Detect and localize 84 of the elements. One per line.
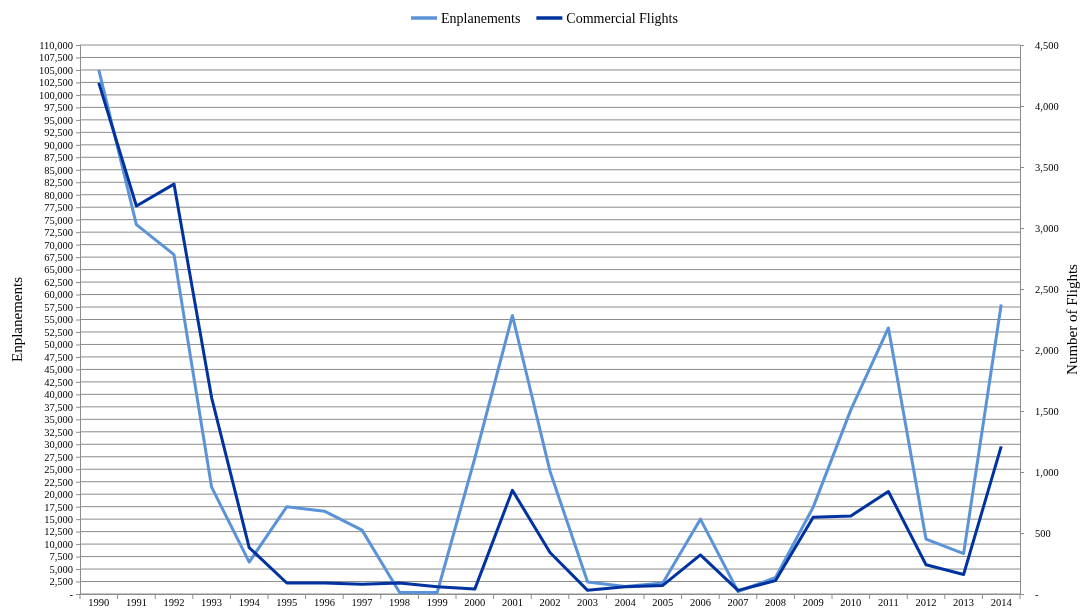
y2-tick-label: 2,000 xyxy=(1035,344,1059,356)
x-tick-label: 2002 xyxy=(539,597,561,609)
x-tick-label: 2011 xyxy=(878,597,899,609)
y2-tick-label: 2,500 xyxy=(1035,283,1059,295)
y-tick-label: 110,000 xyxy=(39,39,73,51)
y-tick-label: 10,000 xyxy=(44,538,73,550)
y-tick-label: 17,500 xyxy=(44,501,73,513)
y-tick-label: 50,000 xyxy=(44,339,73,351)
y-tick-label: 25,000 xyxy=(44,464,73,476)
y-tick-label: 60,000 xyxy=(44,289,73,301)
y-tick-label: 72,500 xyxy=(44,227,73,239)
y-tick-label: 82,500 xyxy=(44,177,73,189)
y2-tick-label: 500 xyxy=(1035,527,1051,539)
y-tick-label: 40,000 xyxy=(44,389,73,401)
y-tick-label: 92,500 xyxy=(44,127,73,139)
y-tick-label: 5,000 xyxy=(49,563,73,575)
x-tick-label: 1993 xyxy=(201,597,223,609)
x-tick-label: 2005 xyxy=(652,597,674,609)
x-tick-label: 2003 xyxy=(577,597,599,609)
x-tick-label: 1999 xyxy=(426,597,448,609)
x-tick-label: 1991 xyxy=(125,597,147,609)
x-tick-label: 1990 xyxy=(88,597,110,609)
y-tick-label: 35,000 xyxy=(44,414,73,426)
y2-tick-label: 3,000 xyxy=(1035,222,1059,234)
legend-label: Commercial Flights xyxy=(566,11,678,26)
y-tick-label: 45,000 xyxy=(44,364,73,376)
y-tick-label: 42,500 xyxy=(44,376,73,388)
y-tick-label: 55,000 xyxy=(44,314,73,326)
y-tick-label: 52,500 xyxy=(44,326,73,338)
y-tick-label: 95,000 xyxy=(44,114,73,126)
y2-tick-label: 1,000 xyxy=(1035,466,1059,478)
legend-label: Enplanements xyxy=(441,11,521,26)
x-tick-label: 2006 xyxy=(689,597,711,609)
y-tick-label: 87,500 xyxy=(44,152,73,164)
y-tick-label: 85,000 xyxy=(44,164,73,176)
x-tick-label: 2009 xyxy=(802,597,824,609)
x-tick-label: 1992 xyxy=(163,597,185,609)
y-tick-label: 105,000 xyxy=(38,64,73,76)
y-tick-label: 65,000 xyxy=(44,264,73,276)
y-tick-label: 7,500 xyxy=(49,551,73,563)
y-tick-label: 12,500 xyxy=(44,526,73,538)
y-tick-label: 47,500 xyxy=(44,351,73,363)
y-tick-label: 67,500 xyxy=(44,251,73,263)
x-tick-label: 1996 xyxy=(313,597,335,609)
y-tick-label: 30,000 xyxy=(44,439,73,451)
x-tick-label: 2012 xyxy=(915,597,937,609)
y-tick-label: 77,500 xyxy=(44,202,73,214)
x-tick-label: 1997 xyxy=(351,597,373,609)
y-tick-label: 107,500 xyxy=(38,52,73,64)
y2-tick-label: 3,500 xyxy=(1035,161,1059,173)
y2-tick-label: 4,000 xyxy=(1035,100,1059,112)
y-tick-label: 57,500 xyxy=(44,301,73,313)
x-tick-label: 2004 xyxy=(614,597,637,609)
x-tick-label: 2013 xyxy=(953,597,975,609)
y-tick-label: 32,500 xyxy=(44,426,73,438)
x-tick-label: 2008 xyxy=(765,597,787,609)
y-tick-label: 62,500 xyxy=(44,276,73,288)
y2-axis-title: Number of Flights xyxy=(1064,263,1080,375)
y-tick-label: 22,500 xyxy=(44,476,73,488)
y-tick-label: 90,000 xyxy=(44,139,73,151)
y-tick-label: 97,500 xyxy=(44,102,73,114)
x-tick-label: 2014 xyxy=(990,597,1013,609)
x-tick-label: 2001 xyxy=(501,597,523,609)
y-tick-label: 2,500 xyxy=(49,576,73,588)
y-tick-label: 27,500 xyxy=(44,451,73,463)
y-tick-label: 100,000 xyxy=(38,89,73,101)
y-tick-label: 102,500 xyxy=(38,77,73,89)
x-tick-label: 1995 xyxy=(276,597,298,609)
x-tick-label: 2007 xyxy=(727,597,749,609)
y-tick-label: 80,000 xyxy=(44,189,73,201)
y2-tick-label: - xyxy=(1035,588,1039,600)
y-tick-label: - xyxy=(69,588,74,600)
x-tick-label: 1994 xyxy=(238,597,261,609)
x-tick-label: 2010 xyxy=(840,597,862,609)
y-axis-title: Enplanements xyxy=(9,276,25,362)
y2-tick-label: 4,500 xyxy=(1035,39,1059,51)
y-tick-label: 70,000 xyxy=(44,239,73,251)
x-tick-label: 2000 xyxy=(464,597,486,609)
y-tick-label: 20,000 xyxy=(44,489,73,501)
y-tick-label: 37,500 xyxy=(44,401,73,413)
y-tick-label: 15,000 xyxy=(44,514,73,525)
y2-tick-label: 1,500 xyxy=(1035,405,1059,417)
y-tick-label: 75,000 xyxy=(44,214,73,226)
x-tick-label: 1998 xyxy=(389,597,411,609)
